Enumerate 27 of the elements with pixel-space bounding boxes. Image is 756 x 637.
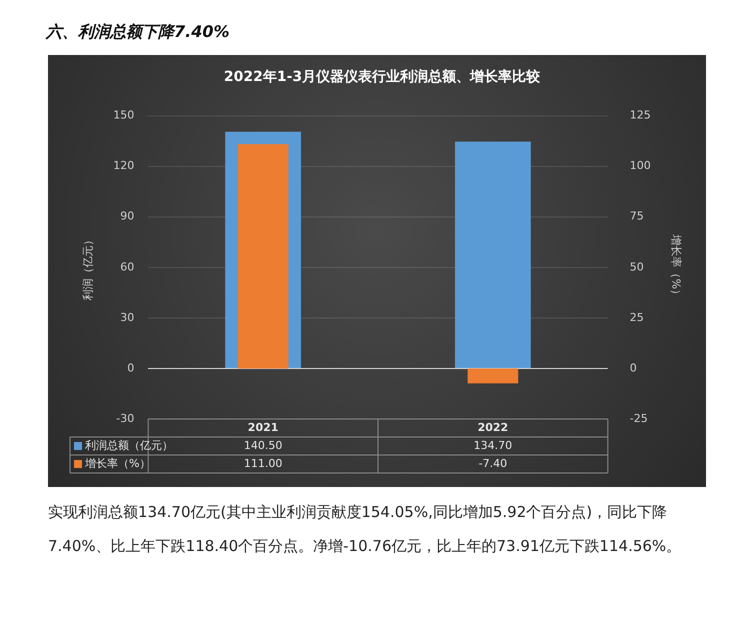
y2-tick-label: 25 (630, 310, 644, 324)
text: 六、利润总额下降7.40% (46, 22, 231, 43)
x-tick-label: 2022 (478, 420, 508, 434)
y-tick-label: -30 (116, 412, 134, 425)
text: 实现利润总额134.70亿元(其中主业利润贡献度154.05%,同比增加5.92个百分点)，同比下降7.40%、比上年下跌118.40个百分点。净增-10.76亿元，比上年的73.91亿元下跌114.56%。 (48, 502, 682, 557)
data-label: -7.40 (478, 456, 508, 470)
y2-axis-title: 增长率（%） (670, 234, 683, 300)
y2-tick-label: 75 (630, 210, 644, 223)
legend-label: 增长率（%） (84, 456, 150, 470)
y-tick-label: 120 (113, 159, 134, 172)
y-tick-label: 90 (120, 210, 134, 223)
data-label: 111.00 (244, 456, 282, 470)
x-tick-label: 2021 (248, 420, 278, 434)
y-tick-label: 60 (120, 260, 134, 274)
chart-title: 2022年1-3月仪器仪表行业利润总额、增长率比较 (224, 68, 542, 86)
legend-label: 利润总额（亿元） (85, 438, 173, 452)
y-tick-label: 150 (113, 108, 134, 122)
data-label: 134.70 (474, 438, 512, 452)
y-axis-title: 利润（亿元） (81, 234, 94, 300)
data-label: 140.50 (244, 438, 282, 452)
y2-tick-label: -25 (630, 412, 648, 425)
y2-tick-label: 0 (630, 361, 637, 374)
y2-tick-label: 50 (630, 260, 644, 274)
y2-tick-label: 125 (630, 108, 651, 122)
y-tick-label: 0 (127, 361, 134, 374)
y-tick-label: 30 (120, 310, 134, 324)
y2-tick-label: 100 (630, 159, 651, 172)
